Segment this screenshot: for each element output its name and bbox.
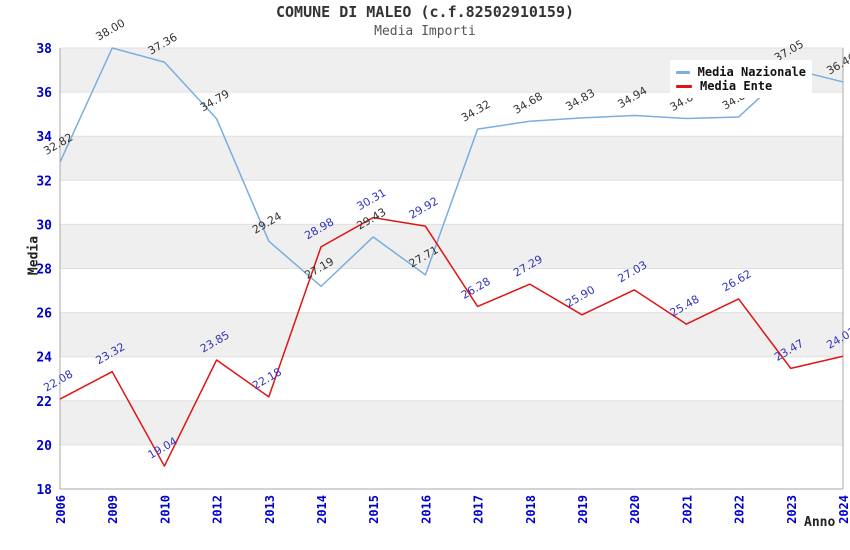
data-point-label: 29.92: [407, 195, 441, 222]
x-tick-label: 2016: [419, 495, 433, 524]
y-tick-label: 18: [36, 483, 52, 498]
x-tick-label: 2022: [733, 495, 747, 524]
x-tick-label: 2017: [472, 495, 486, 524]
media-nazionale-line-swatch: [676, 70, 690, 74]
x-tick-label: 2009: [106, 495, 120, 524]
legend-item-media-ente: Media Ente: [676, 79, 806, 93]
x-tick-label: 2015: [367, 495, 381, 524]
media-ente-line-swatch: [676, 84, 692, 88]
x-tick-label: 2023: [785, 495, 799, 524]
x-tick-label: 2019: [576, 495, 590, 524]
legend-label-media-ente: Media Ente: [700, 79, 773, 93]
plot-band: [60, 400, 843, 445]
x-axis-title: Anno: [804, 515, 836, 530]
data-point-label: 34.68: [511, 90, 545, 117]
y-tick-label: 36: [36, 86, 52, 101]
data-point-label: 26.62: [720, 267, 754, 294]
series-line-media-nazionale: [59, 47, 844, 288]
y-tick-label: 20: [36, 439, 52, 454]
legend-label-media-nazionale: Media Nazionale: [697, 65, 806, 79]
x-tick-label: 2013: [263, 495, 277, 524]
data-point-label: 22.18: [250, 365, 284, 392]
data-point-label: 25.90: [563, 283, 597, 310]
series-line-media-ente: [59, 216, 844, 467]
x-tick-label: 2006: [54, 495, 68, 524]
x-tick-label: 2014: [315, 495, 329, 524]
y-tick-label: 34: [36, 130, 52, 145]
y-tick-label: 26: [36, 307, 52, 322]
plot-band: [60, 136, 843, 181]
y-tick-label: 24: [36, 351, 52, 366]
x-tick-label: 2012: [211, 495, 225, 524]
data-point-label: 22.08: [41, 368, 75, 395]
x-tick-label: 2024: [837, 495, 850, 524]
data-point-label: 38.00: [94, 16, 128, 43]
legend: Media Nazionale Media Ente: [670, 60, 812, 98]
chart-title: COMUNE DI MALEO (c.f.82502910159): [275, 3, 574, 21]
y-tick-label: 30: [36, 218, 52, 233]
y-tick-label: 38: [36, 42, 52, 57]
x-tick-label: 2020: [628, 495, 642, 524]
x-tick-label: 2021: [680, 495, 694, 524]
data-point-label: 26.28: [459, 275, 493, 302]
y-tick-label: 28: [36, 263, 52, 278]
y-axis-title: Media: [26, 235, 42, 276]
y-tick-label: 32: [36, 174, 52, 189]
x-tick-label: 2018: [524, 495, 538, 524]
x-tick-label: 2010: [158, 495, 172, 524]
plot-band: [60, 312, 843, 357]
y-tick-label: 22: [36, 395, 52, 410]
legend-item-media-nazionale: Media Nazionale: [676, 65, 806, 79]
chart-subtitle: Media Importi: [374, 24, 476, 39]
plot-band: [60, 224, 843, 269]
data-point-label: 34.32: [459, 98, 493, 125]
